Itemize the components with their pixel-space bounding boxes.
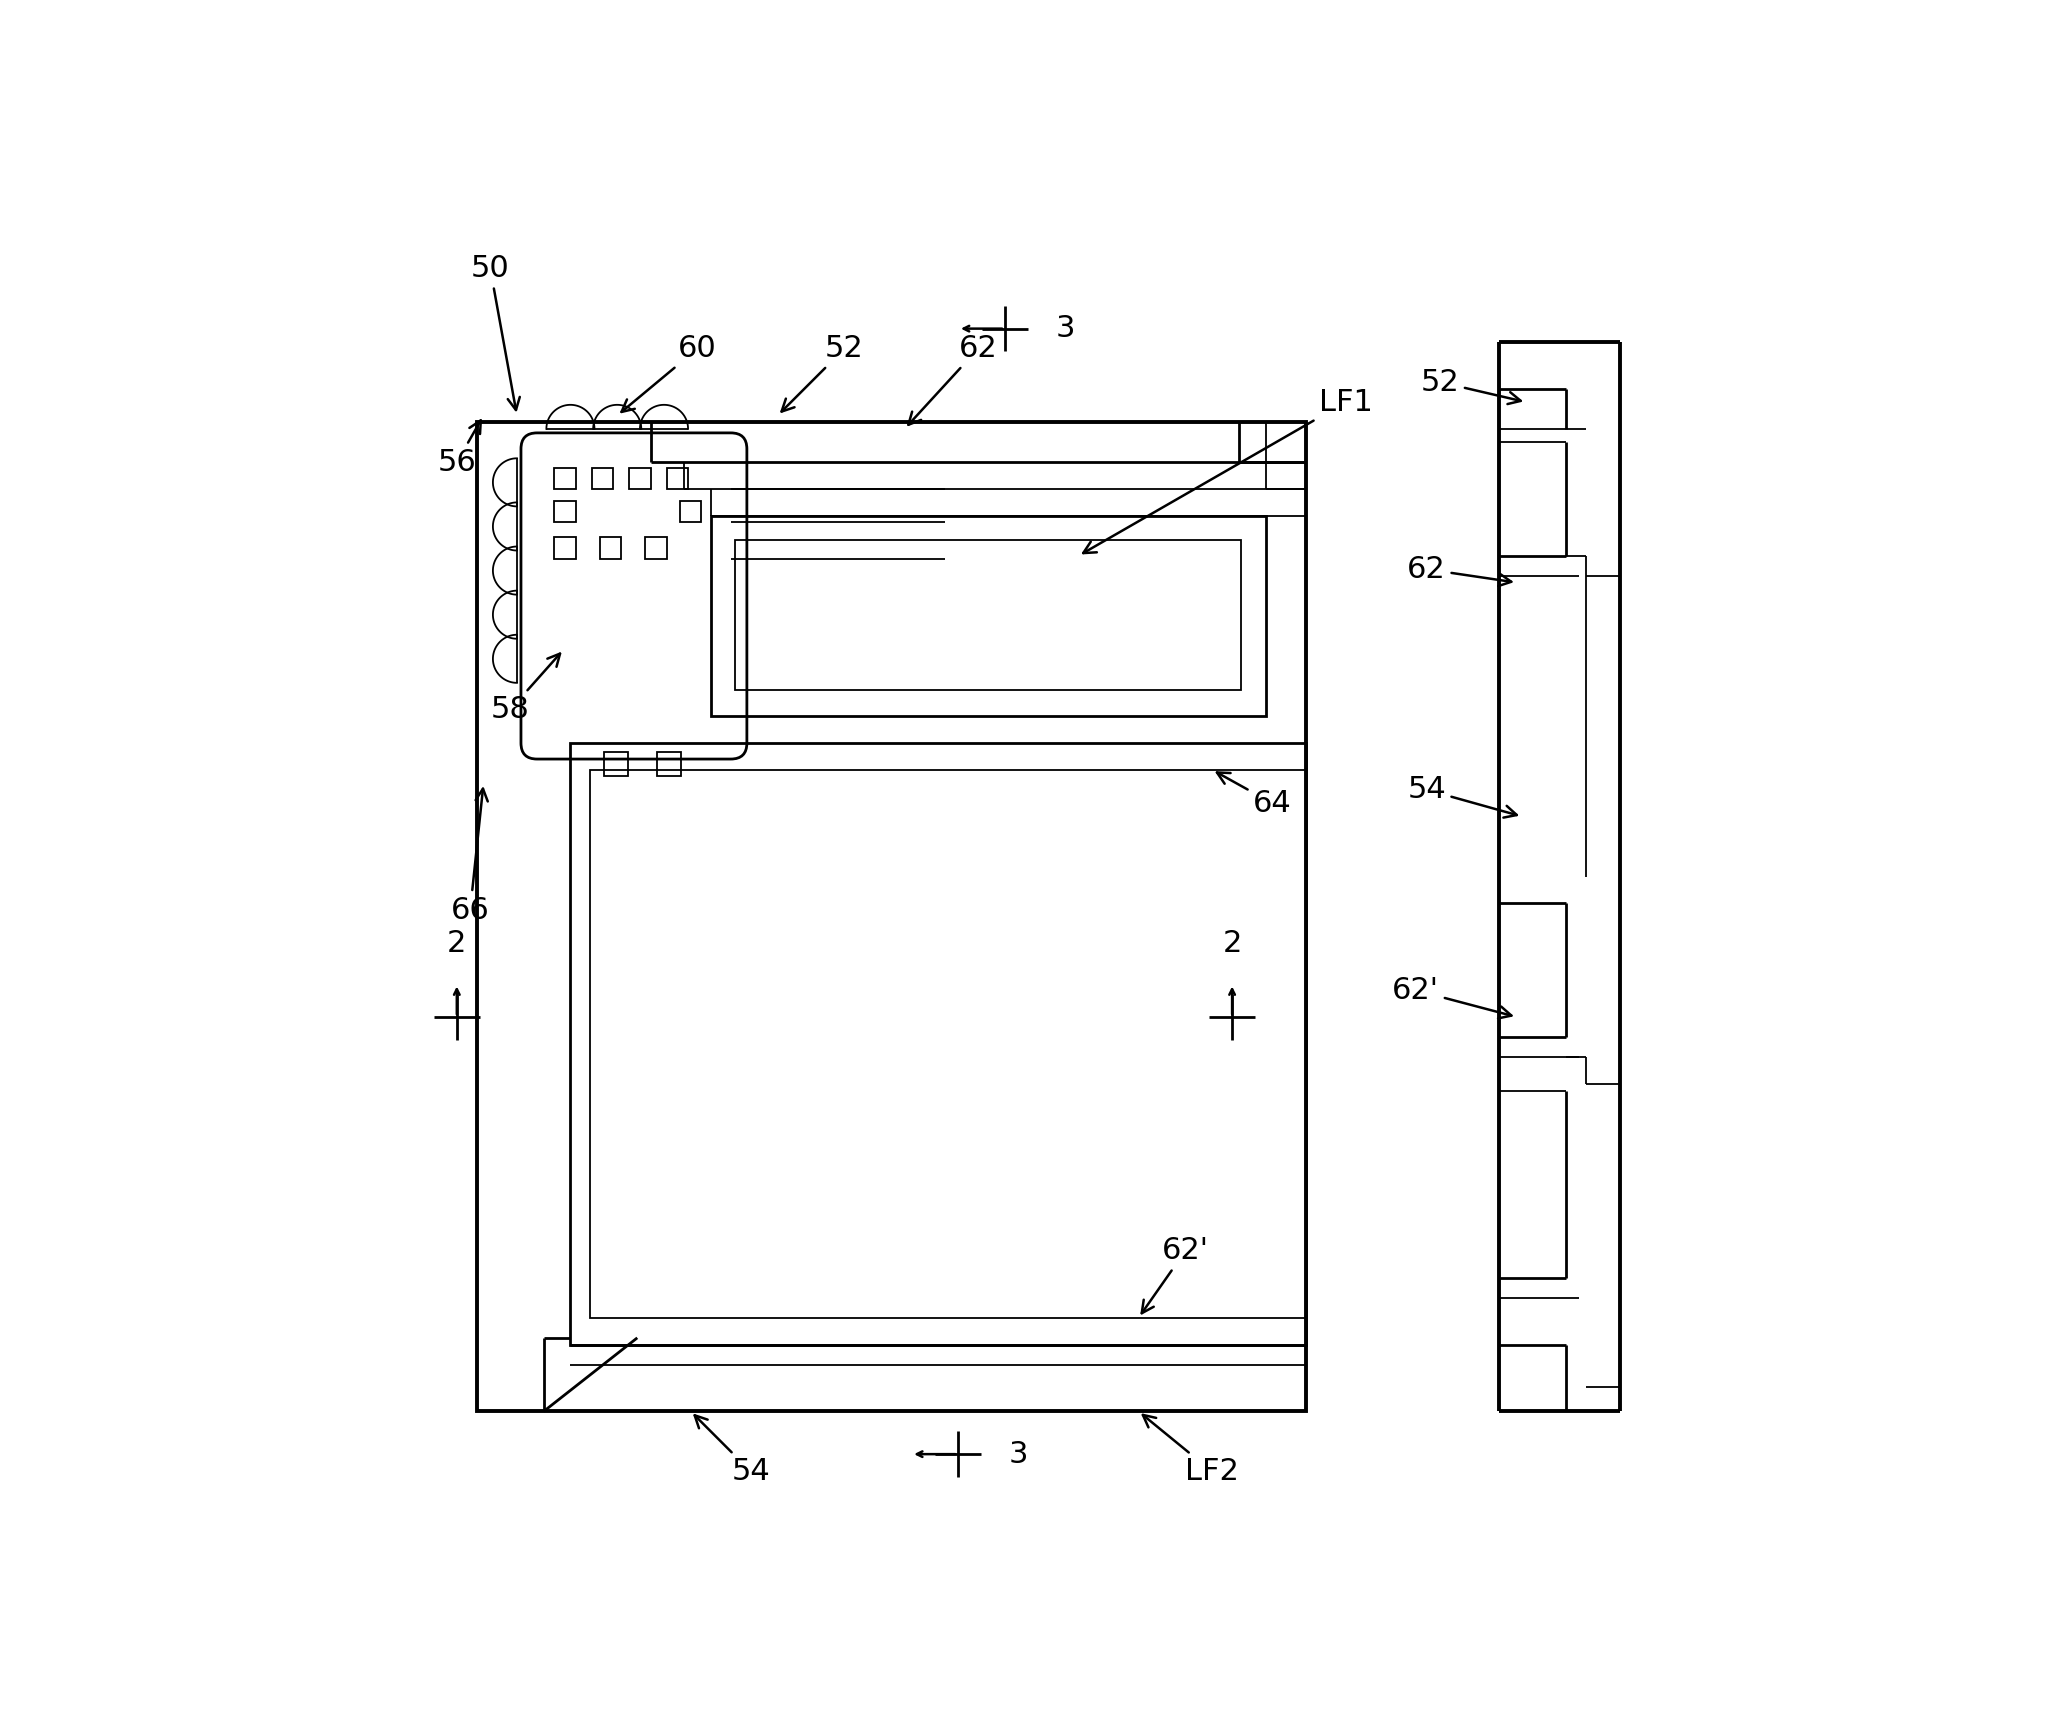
- Text: 62': 62': [1393, 976, 1512, 1019]
- Text: 54: 54: [1408, 776, 1516, 818]
- Bar: [630, 467, 650, 490]
- Bar: [591, 467, 614, 490]
- Bar: [599, 536, 622, 559]
- Bar: [644, 536, 667, 559]
- Text: 54: 54: [696, 1415, 770, 1486]
- Bar: [679, 502, 702, 523]
- Text: 3: 3: [1055, 314, 1075, 344]
- Text: 50: 50: [470, 253, 519, 410]
- Text: 60: 60: [622, 333, 716, 411]
- Bar: [603, 752, 628, 776]
- Text: 3: 3: [1008, 1439, 1028, 1469]
- Text: LF2: LF2: [1143, 1415, 1239, 1486]
- Text: 62': 62': [1141, 1236, 1209, 1312]
- Bar: [570, 743, 1305, 1344]
- Bar: [657, 752, 681, 776]
- Bar: [554, 536, 577, 559]
- Bar: [554, 502, 577, 523]
- Text: 62: 62: [909, 333, 997, 425]
- Text: 58: 58: [490, 653, 560, 724]
- Text: 2: 2: [447, 929, 466, 958]
- Text: 64: 64: [1217, 773, 1291, 818]
- Text: 52: 52: [782, 333, 864, 411]
- Text: LF1: LF1: [1083, 387, 1373, 554]
- Bar: [554, 467, 577, 490]
- Bar: [710, 516, 1266, 717]
- Bar: [735, 540, 1241, 689]
- Text: 2: 2: [1223, 929, 1241, 958]
- Text: 52: 52: [1420, 368, 1521, 404]
- Bar: [667, 467, 687, 490]
- Text: 66: 66: [451, 788, 490, 925]
- Text: 62: 62: [1408, 556, 1512, 587]
- Text: 56: 56: [437, 420, 480, 477]
- Bar: [591, 769, 1305, 1318]
- Bar: [476, 422, 1305, 1411]
